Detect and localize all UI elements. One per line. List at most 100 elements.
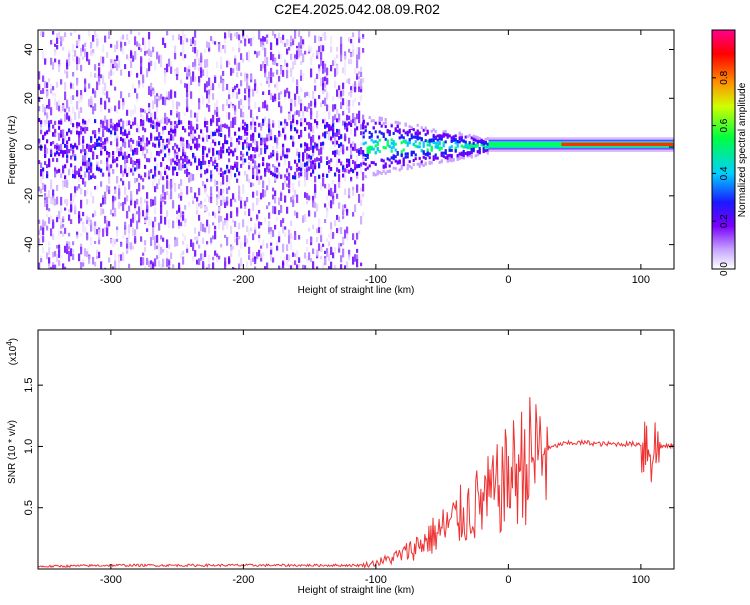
heat-cell bbox=[360, 194, 363, 202]
heat-cell bbox=[396, 129, 399, 133]
heat-cell bbox=[358, 87, 361, 93]
heat-cell bbox=[202, 262, 205, 269]
heat-cell bbox=[302, 53, 305, 63]
heat-cell bbox=[108, 186, 111, 190]
heat-cell bbox=[68, 168, 71, 176]
heat-cell bbox=[346, 158, 349, 163]
heat-cell bbox=[296, 148, 299, 152]
heat-cell bbox=[402, 140, 405, 143]
heat-cell bbox=[244, 235, 247, 243]
heat-cell bbox=[134, 212, 137, 221]
heat-cell bbox=[224, 134, 227, 141]
heat-cell bbox=[282, 243, 285, 253]
heat-cell bbox=[74, 143, 77, 148]
heat-cell bbox=[164, 118, 167, 124]
heat-cell bbox=[286, 39, 289, 46]
heat-cell bbox=[258, 210, 261, 214]
heat-cell bbox=[158, 151, 161, 157]
heat-cell bbox=[340, 264, 343, 269]
heat-cell bbox=[362, 33, 365, 37]
heat-cell bbox=[406, 141, 409, 145]
heat-cell bbox=[144, 142, 147, 150]
heat-cell bbox=[238, 185, 241, 193]
heat-cell bbox=[334, 132, 337, 137]
heat-cell bbox=[62, 263, 65, 269]
heat-cell bbox=[344, 265, 347, 269]
colorbar-tick-label: 0.8 bbox=[719, 70, 730, 84]
heat-cell bbox=[226, 60, 229, 68]
heat-cell bbox=[126, 172, 129, 177]
heat-cell bbox=[272, 187, 275, 192]
heat-cell bbox=[210, 36, 213, 41]
heat-cell bbox=[214, 159, 217, 164]
heat-cell bbox=[394, 142, 397, 146]
heat-cell bbox=[160, 263, 163, 269]
heat-cell bbox=[274, 137, 277, 142]
heat-cell bbox=[146, 216, 149, 220]
heat-cell bbox=[352, 212, 355, 217]
heat-cell bbox=[282, 65, 285, 71]
heat-cell bbox=[302, 111, 305, 120]
heat-cell bbox=[88, 147, 91, 152]
heat-cell bbox=[320, 51, 323, 60]
heat-cell bbox=[298, 166, 301, 171]
heat-cell bbox=[258, 231, 261, 238]
heat-cell bbox=[186, 248, 189, 253]
heat-cell bbox=[362, 211, 365, 217]
heat-cell bbox=[374, 140, 377, 143]
heat-cell bbox=[182, 256, 185, 265]
heat-cell bbox=[156, 255, 159, 260]
heat-cell bbox=[124, 141, 127, 149]
heat-cell bbox=[218, 207, 221, 212]
heat-cell bbox=[232, 151, 235, 156]
heat-cell bbox=[128, 263, 131, 269]
heat-cell bbox=[90, 191, 93, 197]
heat-cell bbox=[292, 268, 295, 269]
heat-cell bbox=[142, 74, 145, 84]
heat-cell bbox=[68, 115, 71, 122]
heat-cell bbox=[440, 153, 443, 157]
heat-cell bbox=[106, 91, 109, 99]
heat-cell bbox=[368, 135, 371, 139]
heat-cell bbox=[172, 166, 175, 171]
heat-cell bbox=[58, 64, 61, 73]
heat-cell bbox=[348, 115, 351, 120]
heat-cell bbox=[336, 157, 339, 166]
heat-cell bbox=[40, 225, 43, 231]
heat-cell bbox=[54, 152, 57, 157]
heat-cell bbox=[268, 177, 271, 187]
heat-cell bbox=[102, 56, 105, 64]
heat-cell bbox=[188, 172, 191, 176]
heat-cell bbox=[70, 32, 73, 36]
heat-cell bbox=[290, 98, 293, 103]
heat-cell bbox=[128, 131, 131, 136]
heat-cell bbox=[482, 147, 485, 151]
heat-cell bbox=[438, 137, 441, 141]
heat-cell bbox=[94, 73, 97, 78]
heat-cell bbox=[240, 136, 243, 140]
heat-cell bbox=[304, 50, 307, 55]
heat-cell bbox=[256, 190, 259, 196]
heat-cell bbox=[334, 136, 337, 145]
heat-cell bbox=[360, 124, 363, 130]
heat-cell bbox=[126, 151, 129, 155]
heat-cell bbox=[38, 160, 41, 165]
heat-cell bbox=[162, 138, 165, 143]
heat-cell bbox=[290, 69, 293, 77]
heat-cell bbox=[314, 98, 317, 108]
heat-cell bbox=[152, 174, 155, 179]
heat-cell bbox=[244, 200, 247, 207]
heat-cell bbox=[190, 38, 193, 45]
heat-cell bbox=[256, 147, 259, 152]
heat-cell bbox=[146, 68, 149, 78]
heat-cell bbox=[248, 146, 251, 151]
heat-cell bbox=[110, 68, 113, 76]
heat-cell bbox=[72, 169, 75, 178]
heat-cell bbox=[270, 42, 273, 51]
heat-cell bbox=[210, 81, 213, 90]
heat-cell bbox=[112, 195, 115, 203]
heat-cell bbox=[64, 199, 67, 204]
heat-cell bbox=[358, 30, 361, 39]
heat-cell bbox=[362, 160, 365, 164]
heat-cell bbox=[154, 207, 157, 215]
